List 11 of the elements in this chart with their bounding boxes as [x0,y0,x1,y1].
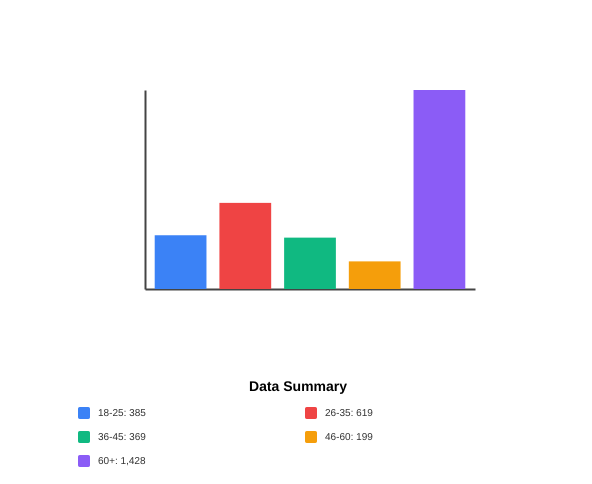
text: 36-45: 369 [98,432,146,442]
text: 18-25: 385 [98,408,146,418]
bar [219,202,272,289]
text: Data Summary [248,378,348,394]
bar [414,90,466,289]
bar [284,238,336,289]
text: 26-35: 619 [325,408,373,418]
text: 60+: 1,428 [98,456,146,466]
bar [154,235,206,289]
text: 46-60: 199 [325,432,373,442]
bar [348,261,401,289]
